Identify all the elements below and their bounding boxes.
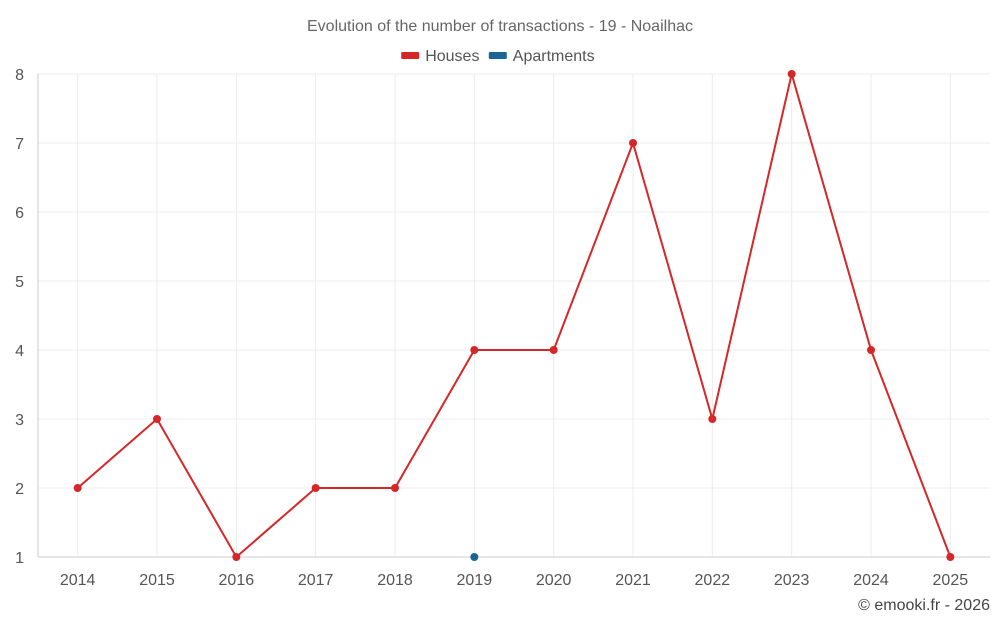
y-tick-label: 8 [15,67,24,84]
x-tick-label: 2016 [219,572,255,589]
x-tick-label: 2025 [933,572,969,589]
credit-text: © emooki.fr - 2026 [858,597,990,614]
x-tick-label: 2021 [615,572,651,589]
y-tick-label: 3 [15,412,24,429]
y-tick-label: 5 [15,274,24,291]
legend: Houses Apartments [401,48,595,65]
x-tick-label: 2020 [536,572,572,589]
data-point-houses-2022[interactable] [708,415,717,423]
chart-title: Evolution of the number of transactions … [307,18,693,35]
y-tick-label: 2 [15,481,24,498]
x-tick-label: 2022 [695,572,731,589]
data-point-houses-2016[interactable] [232,553,241,561]
x-tick-label: 2019 [457,572,493,589]
data-point-houses-2018[interactable] [391,484,399,492]
data-point-houses-2025[interactable] [946,553,955,561]
x-tick-label: 2014 [60,572,96,589]
legend-swatch-apartments [488,52,507,59]
x-tick-label: 2015 [139,572,175,589]
data-point-houses-2023[interactable] [787,70,796,78]
legend-swatch-houses [401,52,420,59]
x-tick-label: 2017 [298,572,334,589]
data-point-houses-2015[interactable] [153,415,161,423]
data-point-apartments-2019[interactable] [470,553,479,561]
y-axis: 1 2 3 4 5 6 7 8 [15,67,24,567]
data-point-houses-2024[interactable] [867,346,875,354]
x-tick-label: 2024 [853,572,889,589]
y-tick-label: 7 [15,136,24,153]
x-tick-label: 2018 [377,572,413,589]
legend-label-apartments: Apartments [513,48,595,65]
y-tick-label: 4 [15,343,24,360]
y-tick-label: 6 [15,205,24,222]
legend-item-apartments[interactable]: Apartments [488,48,595,65]
grid [37,73,990,558]
legend-label-houses: Houses [425,48,479,65]
data-point-houses-2021[interactable] [629,139,637,147]
data-point-houses-2017[interactable] [311,484,320,492]
data-point-houses-2014[interactable] [73,484,82,492]
x-axis: 2014 2015 2016 2017 2018 2019 2020 2021 2022 2023… [60,572,968,589]
series-group [73,70,955,561]
data-point-houses-2020[interactable] [549,346,558,354]
data-point-houses-2019[interactable] [470,346,479,354]
y-tick-label: 1 [15,550,24,567]
x-tick-label: 2023 [774,572,810,589]
legend-item-houses[interactable]: Houses [401,48,479,65]
series-line-houses [77,70,952,559]
